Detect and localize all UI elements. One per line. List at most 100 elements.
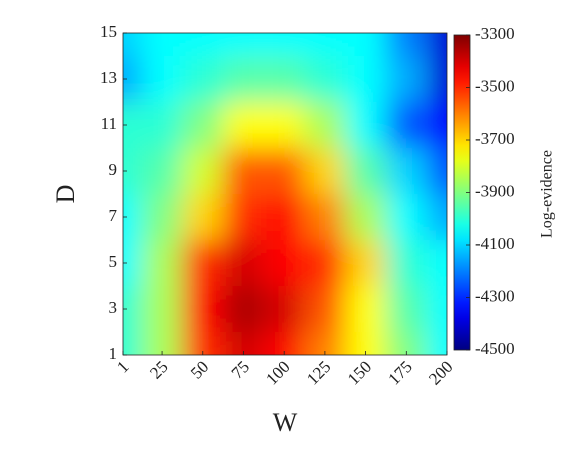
heatmap-cell bbox=[123, 240, 144, 286]
y-tick-label: 9 bbox=[109, 160, 118, 179]
colorbar-tick-label: -3500 bbox=[475, 76, 515, 95]
heatmap-cell bbox=[123, 56, 144, 102]
y-tick-label: 1 bbox=[109, 344, 118, 363]
heatmap-cell bbox=[304, 56, 346, 102]
heatmap-cell bbox=[304, 148, 346, 194]
heatmap-cell bbox=[223, 56, 264, 102]
y-tick-label: 5 bbox=[109, 252, 118, 271]
heatmap-cell bbox=[141, 286, 183, 332]
heatmap-cell bbox=[345, 33, 386, 56]
heatmap-cell bbox=[386, 240, 427, 286]
x-tick-label: 200 bbox=[425, 357, 456, 388]
x-tick-label: 150 bbox=[344, 357, 375, 388]
heatmap-cell bbox=[141, 102, 183, 148]
heatmap-cell bbox=[304, 194, 346, 240]
heatmap-cell bbox=[386, 194, 427, 240]
heatmap-cell bbox=[386, 286, 427, 332]
heatmap-cell bbox=[263, 148, 305, 194]
heatmap-cell bbox=[223, 33, 264, 56]
x-axis-title: W bbox=[273, 408, 298, 437]
colorbar-tick-label: -4100 bbox=[475, 234, 515, 253]
colorbar-tick-label: -3300 bbox=[475, 24, 515, 43]
heatmap-cell bbox=[345, 102, 386, 148]
heatmap-cell bbox=[182, 332, 224, 355]
heatmap-cell bbox=[182, 148, 224, 194]
heatmap-cell bbox=[263, 33, 305, 56]
heatmap-cell bbox=[223, 240, 264, 286]
heatmap-cell bbox=[123, 33, 144, 56]
heatmap-cell bbox=[345, 56, 386, 102]
heatmap-cell bbox=[426, 332, 447, 355]
heatmap-cell bbox=[386, 56, 427, 102]
heatmap-cell bbox=[386, 33, 427, 56]
heatmap-cell bbox=[345, 332, 386, 355]
heatmap-cell bbox=[386, 102, 427, 148]
heatmap-cell bbox=[223, 148, 264, 194]
y-tick-label: 11 bbox=[101, 114, 117, 133]
heatmap-cell bbox=[263, 102, 305, 148]
heatmap-cell bbox=[345, 286, 386, 332]
heatmap-cell bbox=[182, 194, 224, 240]
heatmap-cell bbox=[345, 194, 386, 240]
heatmap-cell bbox=[426, 148, 447, 194]
colorbar-tick-label: -3900 bbox=[475, 181, 515, 200]
heatmap-cell bbox=[386, 148, 427, 194]
y-tick-label: 3 bbox=[109, 298, 118, 317]
heatmap-cell bbox=[182, 240, 224, 286]
heatmap-cell bbox=[263, 194, 305, 240]
heatmap-cell bbox=[141, 194, 183, 240]
x-tick-label: 100 bbox=[262, 357, 293, 388]
heatmap-cell bbox=[182, 286, 224, 332]
heatmap-cell bbox=[426, 33, 447, 56]
heatmap-cell bbox=[182, 33, 224, 56]
heatmap-cell bbox=[426, 240, 447, 286]
colorbar-tick-label: -4300 bbox=[475, 286, 515, 305]
heatmap-cell bbox=[123, 102, 144, 148]
heatmap-cell bbox=[141, 332, 183, 355]
heatmap-cell bbox=[345, 240, 386, 286]
heatmap-cell bbox=[304, 33, 346, 56]
heatmap-cell bbox=[263, 286, 305, 332]
heatmap-cell bbox=[123, 194, 144, 240]
heatmap-cell bbox=[386, 332, 427, 355]
heatmap bbox=[123, 33, 447, 355]
heatmap-cell bbox=[182, 102, 224, 148]
heatmap-cell bbox=[426, 286, 447, 332]
x-tick-label: 175 bbox=[384, 357, 415, 388]
plot-frame bbox=[122, 32, 448, 356]
y-axis-title: D bbox=[51, 185, 80, 204]
heatmap-cell bbox=[304, 332, 346, 355]
heatmap-cell bbox=[263, 332, 305, 355]
heatmap-cell bbox=[141, 148, 183, 194]
heatmap-cell bbox=[304, 102, 346, 148]
y-tick-label: 13 bbox=[100, 68, 117, 87]
heatmap-cell bbox=[345, 148, 386, 194]
heatmap-cell bbox=[223, 194, 264, 240]
heatmap-cell bbox=[223, 332, 264, 355]
x-tick-label: 50 bbox=[187, 357, 212, 382]
colorbar-tick-label: -3700 bbox=[475, 129, 515, 148]
heatmap-cell bbox=[304, 286, 346, 332]
heatmap-cell bbox=[123, 148, 144, 194]
heatmap-cell bbox=[123, 286, 144, 332]
heatmap-cell bbox=[263, 56, 305, 102]
heatmap-cell bbox=[141, 240, 183, 286]
heatmap-cell bbox=[223, 286, 264, 332]
x-tick-label: 125 bbox=[303, 357, 334, 388]
x-tick-label: 75 bbox=[228, 357, 253, 382]
heatmap-cell bbox=[141, 56, 183, 102]
y-tick-label: 7 bbox=[109, 206, 118, 225]
heatmap-cell bbox=[223, 102, 264, 148]
heatmap-cell bbox=[304, 240, 346, 286]
heatmap-cell bbox=[263, 240, 305, 286]
heatmap-cell bbox=[182, 56, 224, 102]
x-tick-label: 25 bbox=[146, 357, 171, 382]
heatmap-cell bbox=[426, 102, 447, 148]
heatmap-cells bbox=[123, 33, 447, 355]
y-tick-label: 15 bbox=[100, 22, 117, 41]
heatmap-cell bbox=[141, 33, 183, 56]
colorbar-tick-label: -4500 bbox=[475, 339, 515, 358]
colorbar-title: Log-evidence bbox=[539, 150, 556, 238]
